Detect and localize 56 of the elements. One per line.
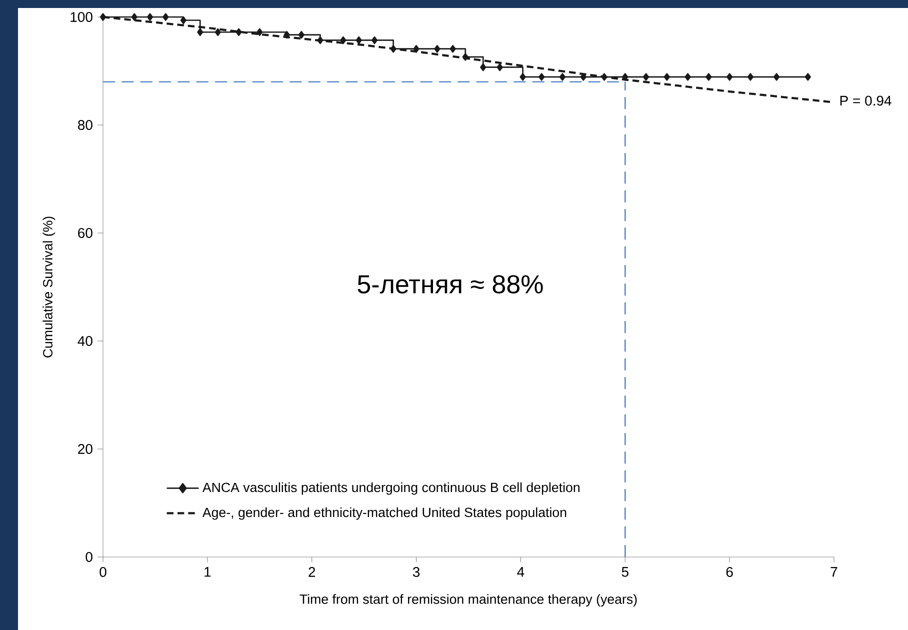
- point: [413, 44, 420, 53]
- point: [214, 28, 221, 36]
- point: [450, 44, 456, 53]
- point: [747, 73, 754, 81]
- x-axis-title: Time from start of remission maintenance therapy (years): [300, 594, 637, 607]
- point: [256, 28, 263, 36]
- point: [180, 16, 186, 24]
- point: [622, 73, 628, 81]
- point: [684, 73, 691, 81]
- point: [480, 63, 486, 72]
- y-tick-label: 0: [86, 552, 92, 562]
- legend-label: ANCA vasculitis patients undergoing continuous B cell depletion: [202, 482, 580, 495]
- point: [317, 36, 324, 44]
- point: [434, 44, 440, 53]
- x-tick-label: 5: [622, 567, 628, 577]
- x-tick-label: 2: [308, 567, 316, 577]
- point: [580, 73, 586, 81]
- point: [298, 30, 304, 39]
- point: [131, 13, 138, 21]
- point: [559, 73, 566, 81]
- point: [371, 36, 378, 44]
- point: [340, 36, 346, 44]
- point: [236, 28, 242, 36]
- point: [462, 53, 468, 61]
- point: [520, 73, 526, 81]
- x-tick-label: 1: [204, 567, 211, 577]
- y-tick-label: 60: [78, 228, 92, 238]
- y-tick-label: 20: [78, 444, 92, 454]
- point: [664, 73, 670, 81]
- text: P = 0.94: [840, 96, 892, 106]
- point: [100, 13, 106, 21]
- point: [773, 73, 780, 81]
- point: [642, 73, 650, 81]
- legend-label: Age-, gender- and ethnicity-matched United States population: [202, 507, 566, 520]
- y-axis-title: Cumulative Survival (%): [42, 216, 56, 358]
- x-tick-label: 6: [726, 567, 733, 577]
- point: [496, 63, 503, 72]
- point: [284, 30, 290, 39]
- x-tick-label: 7: [830, 567, 838, 577]
- point: [162, 13, 169, 21]
- point: [804, 73, 811, 81]
- point: [538, 73, 545, 81]
- point: [601, 73, 608, 81]
- point: [356, 36, 362, 44]
- point: [146, 13, 154, 21]
- y-tick-label: 80: [78, 120, 92, 130]
- point: [197, 28, 204, 36]
- y-tick-label: 40: [78, 336, 92, 346]
- x-tick-label: 4: [517, 567, 524, 577]
- x-tick-label: 0: [100, 567, 106, 577]
- point: [390, 44, 396, 53]
- annotation: 5-летняя ≈ 88%: [358, 275, 543, 294]
- x-tick-label: 3: [412, 567, 420, 577]
- point: [726, 73, 733, 81]
- point: [706, 73, 712, 81]
- y-tick-label: 100: [70, 12, 92, 22]
